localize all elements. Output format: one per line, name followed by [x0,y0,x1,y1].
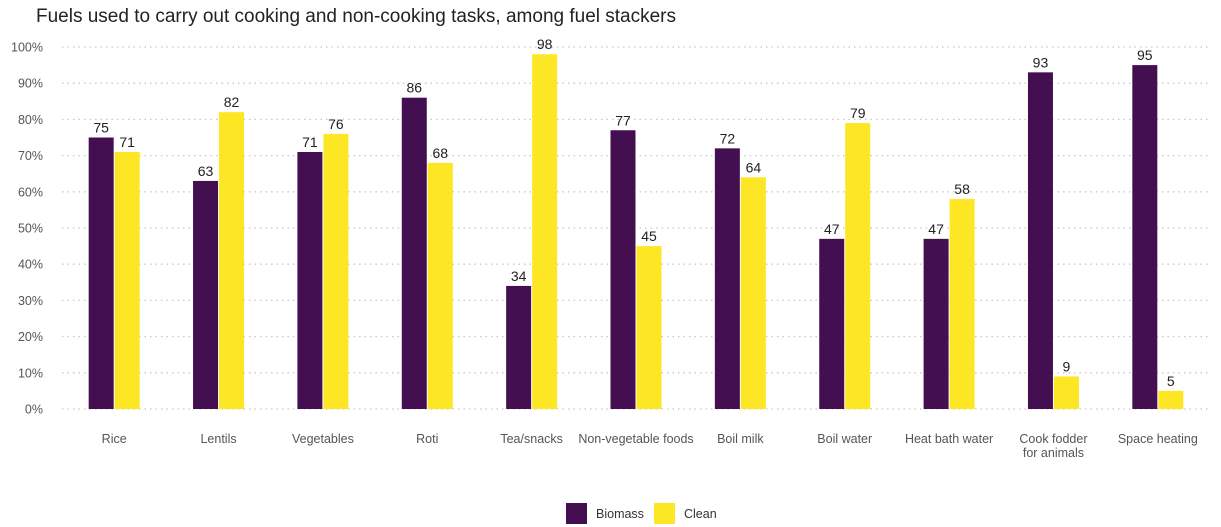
data-label: 47 [824,221,840,237]
y-tick-label: 50% [18,222,43,236]
data-label: 82 [224,94,240,110]
data-label: 95 [1137,47,1153,63]
x-tick-label: Space heating [1118,432,1198,446]
data-label: 45 [641,228,657,244]
data-label: 76 [328,116,344,132]
chart-title: Fuels used to carry out cooking and non-… [36,6,677,27]
x-tick-label: Rice [102,432,127,446]
legend-swatch-clean [654,503,675,524]
data-label: 58 [954,181,970,197]
bar-biomass [297,151,323,410]
x-tick-label: Roti [416,432,438,446]
y-tick-label: 20% [18,330,43,344]
data-label: 63 [198,163,214,179]
data-label: 77 [615,112,631,128]
data-label: 9 [1063,358,1071,374]
data-label: 68 [432,145,448,161]
data-label: 86 [406,80,422,96]
bar-biomass [193,180,219,409]
y-tick-label: 60% [18,185,43,199]
bar-biomass [714,148,740,410]
bar-biomass [401,97,427,410]
bar-clean [740,177,766,409]
data-label: 75 [93,120,109,136]
data-label: 79 [850,105,866,121]
bar-biomass [923,238,949,409]
bar-clean [1053,376,1079,409]
y-tick-label: 90% [18,77,43,91]
x-tick-label: Lentils [200,432,236,446]
bar-clean [114,151,140,410]
data-label: 71 [119,134,135,150]
data-label: 5 [1167,373,1175,389]
y-tick-label: 70% [18,149,43,163]
x-tick-label: Heat bath water [905,432,993,446]
y-tick-label: 10% [18,366,43,380]
y-tick-label: 30% [18,294,43,308]
bar-clean [949,199,975,409]
bar-biomass [88,137,114,409]
data-label: 34 [511,268,527,284]
x-tick-label: Boil water [817,432,872,446]
data-label: 98 [537,36,553,52]
bar-clean [1158,390,1184,409]
x-tick-label: Non-vegetable foods [578,432,693,446]
bar-biomass [610,130,636,409]
x-tick-label: Tea/snacks [500,432,563,446]
data-label: 71 [302,134,318,150]
x-tick-label: Boil milk [717,432,764,446]
bar-biomass [819,238,845,409]
x-tick-label: Vegetables [292,432,354,446]
y-tick-label: 80% [18,113,43,127]
data-label: 47 [928,221,944,237]
y-tick-label: 100% [11,41,43,55]
bar-clean [427,162,453,409]
bar-biomass [506,285,532,409]
bar-clean [532,54,558,410]
data-label: 64 [746,159,762,175]
bar-clean [636,246,662,409]
data-label: 93 [1033,54,1049,70]
bar-biomass [1027,72,1053,409]
legend-label-biomass: Biomass [596,507,644,521]
x-tick-label: Cook fodder for animals [1019,432,1087,460]
y-tick-label: 40% [18,258,43,272]
bar-clean [219,112,245,409]
legend-label-clean: Clean [684,507,717,521]
legend-swatch-biomass [566,503,587,524]
y-tick-label: 0% [25,403,43,417]
bar-biomass [1132,65,1158,409]
data-label: 72 [720,130,736,146]
bar-clean [323,133,349,409]
bar-clean [845,123,871,410]
